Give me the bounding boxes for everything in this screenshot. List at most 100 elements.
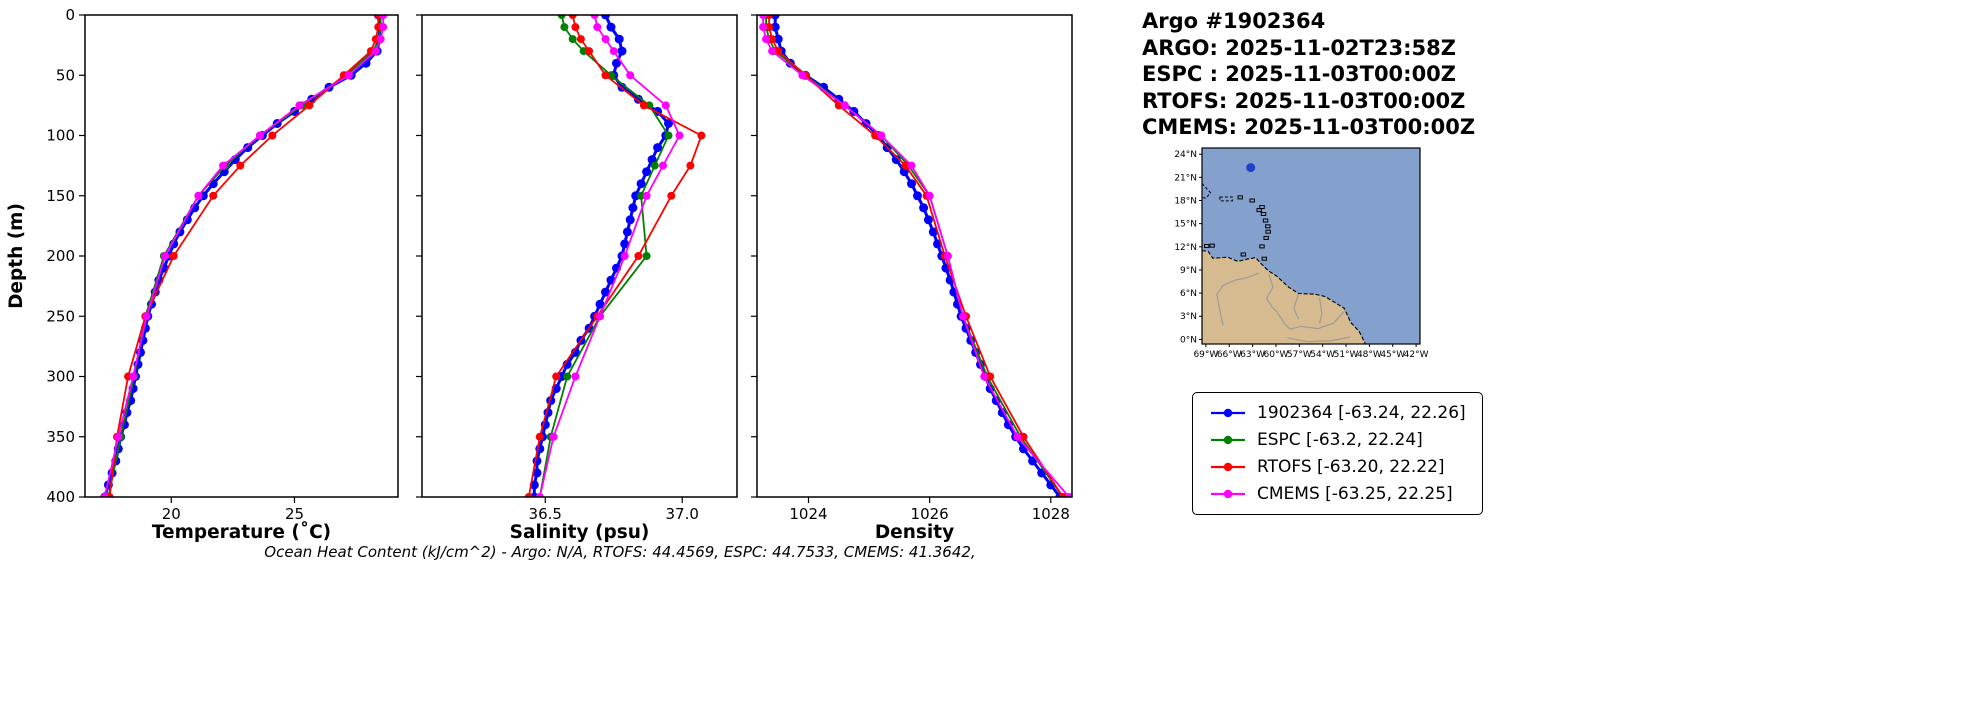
- x-axis-label-1: Salinity (psu): [510, 522, 650, 543]
- series-line-ESPC: [107, 15, 382, 497]
- x-axis-label-2: Density: [875, 522, 954, 543]
- legend-marker-icon: [1211, 462, 1245, 472]
- legend-marker-icon: [1211, 435, 1245, 445]
- map-lat-label: 18°N: [1174, 196, 1197, 206]
- map-content: [1202, 163, 1420, 344]
- series-markers-RTOFS: [765, 15, 1067, 497]
- map-lon-label: 57°W: [1287, 350, 1312, 360]
- legend-marker-icon: [1211, 408, 1245, 418]
- map-lat-label: 24°N: [1174, 150, 1197, 160]
- map-island-puerto-rico: [1219, 196, 1233, 202]
- legend-item: RTOFS [-63.20, 22.22]: [1209, 457, 1466, 477]
- location-map: 24°N 21°N 18°N 15°N 12°N 9°N 6°N 3°N 0°N 69°W 66°W…: [1150, 140, 1480, 379]
- header-line-cmems: CMEMS: 2025-11-03T00:00Z: [1142, 115, 1476, 139]
- map-island: [1240, 252, 1246, 257]
- x-axis-label-0: Temperature (˚C): [152, 521, 331, 543]
- y-tick-label: 50: [56, 66, 75, 84]
- map-island: [1259, 244, 1265, 249]
- map-frame: [1201, 147, 1421, 345]
- series-markers-1902364: [100, 15, 384, 497]
- map-lat-label: 9°N: [1180, 266, 1197, 276]
- map-island: [1209, 243, 1215, 248]
- float-position-dot: [1246, 163, 1256, 173]
- map-lon-label: 45°W: [1380, 350, 1405, 360]
- location-map-svg: 24°N 21°N 18°N 15°N 12°N 9°N 6°N 3°N 0°N 69°W66°W…: [1174, 147, 1429, 360]
- map-island: [1249, 198, 1255, 203]
- map-border-line: [1265, 274, 1291, 330]
- x-tick-label: 25: [285, 505, 304, 523]
- y-tick-label: 150: [46, 187, 75, 205]
- y-tick-label: 250: [46, 307, 75, 325]
- map-lon-label: 69°W: [1193, 350, 1218, 360]
- map-island: [1256, 208, 1262, 213]
- series-markers-CMEMS: [759, 15, 1072, 497]
- plot-frame-1: [421, 14, 738, 498]
- map-lat-label: 21°N: [1174, 173, 1197, 183]
- series-line-1902364: [103, 15, 381, 497]
- x-tick-label: 37.0: [666, 505, 699, 523]
- map-lon-label: 42°W: [1404, 350, 1429, 360]
- map-island: [1260, 212, 1267, 216]
- map-border-line: [1289, 308, 1347, 330]
- map-border-line: [1287, 336, 1351, 343]
- y-tick-label: 100: [46, 127, 75, 145]
- legend-item: CMEMS [-63.25, 22.25]: [1209, 484, 1466, 504]
- map-border-line: [1319, 297, 1323, 324]
- x-tick-label: 1026: [911, 505, 949, 523]
- map-lon-label: 60°W: [1264, 350, 1289, 360]
- series-markers-ESPC: [104, 15, 385, 497]
- series-line-CMEMS: [103, 15, 385, 497]
- series-markers-ESPC: [762, 15, 1067, 497]
- legend-item: ESPC [-63.2, 22.24]: [1209, 430, 1466, 450]
- map-border-line: [1293, 293, 1300, 320]
- header-title: Argo #1902364: [1142, 9, 1326, 33]
- header-line-argo: ARGO: 2025-11-02T23:58Z: [1142, 35, 1456, 60]
- map-island: [1237, 195, 1243, 200]
- y-tick-label: 400: [46, 488, 75, 506]
- map-border-line: [1216, 272, 1260, 326]
- map-lat-label: 15°N: [1174, 220, 1197, 230]
- y-axis-label: Depth (m): [6, 203, 27, 309]
- map-island: [1204, 244, 1210, 248]
- series-markers-CMEMS: [535, 15, 684, 497]
- legend-label: 1902364 [-63.24, 22.26]: [1257, 403, 1466, 423]
- map-island: [1259, 205, 1265, 209]
- map-island: [1265, 224, 1271, 229]
- map-lon-label: 63°W: [1240, 350, 1265, 360]
- map-lat-label: 12°N: [1174, 243, 1197, 253]
- legend-label: CMEMS [-63.25, 22.25]: [1257, 484, 1453, 504]
- series-markers-CMEMS: [100, 15, 388, 497]
- map-lon-label: 48°W: [1357, 350, 1382, 360]
- map-island: [1261, 256, 1267, 261]
- legend-label: ESPC [-63.2, 22.24]: [1257, 430, 1423, 450]
- x-tick-label: 20: [162, 505, 181, 523]
- series-markers-RTOFS: [524, 15, 706, 497]
- series-markers-1902364: [529, 15, 673, 497]
- x-tick-label: 1028: [1032, 505, 1070, 523]
- series-line-ESPC: [765, 15, 1064, 497]
- header-line-espc: ESPC : 2025-11-03T00:00Z: [1142, 62, 1457, 86]
- plot-series-area-2: [759, 15, 1072, 497]
- legend-item: 1902364 [-63.24, 22.26]: [1209, 403, 1466, 423]
- header-line-rtofs: RTOFS: 2025-11-03T00:00Z: [1142, 88, 1466, 113]
- map-lon-label: 66°W: [1217, 350, 1242, 360]
- y-tick-label: 350: [46, 428, 75, 446]
- header-info: Argo #1902364 ARGO: 2025-11-02T23:58Z ES…: [1142, 8, 1475, 141]
- series-line-CMEMS: [762, 15, 1070, 497]
- ohc-footer: Ocean Heat Content (kJ/cm^2) - Argo: N/A…: [264, 543, 976, 561]
- series-line-CMEMS: [538, 15, 681, 497]
- map-lat-label: 3°N: [1180, 312, 1197, 322]
- map-lat-label: 0°N: [1180, 335, 1197, 345]
- map-island: [1262, 218, 1269, 223]
- y-tick-label: 200: [46, 247, 75, 265]
- x-tick-label: 36.5: [529, 505, 562, 523]
- series-line-RTOFS: [108, 15, 380, 497]
- map-lon-label: 51°W: [1334, 350, 1359, 360]
- legend-marker-icon: [1211, 489, 1245, 499]
- map-lon-label: 54°W: [1310, 350, 1335, 360]
- plot-frame-0: [84, 14, 399, 498]
- map-island: [1263, 235, 1269, 240]
- x-tick-label: 1024: [789, 505, 827, 523]
- legend: 1902364 [-63.24, 22.26] ESPC [-63.2, 22.2…: [1192, 392, 1483, 515]
